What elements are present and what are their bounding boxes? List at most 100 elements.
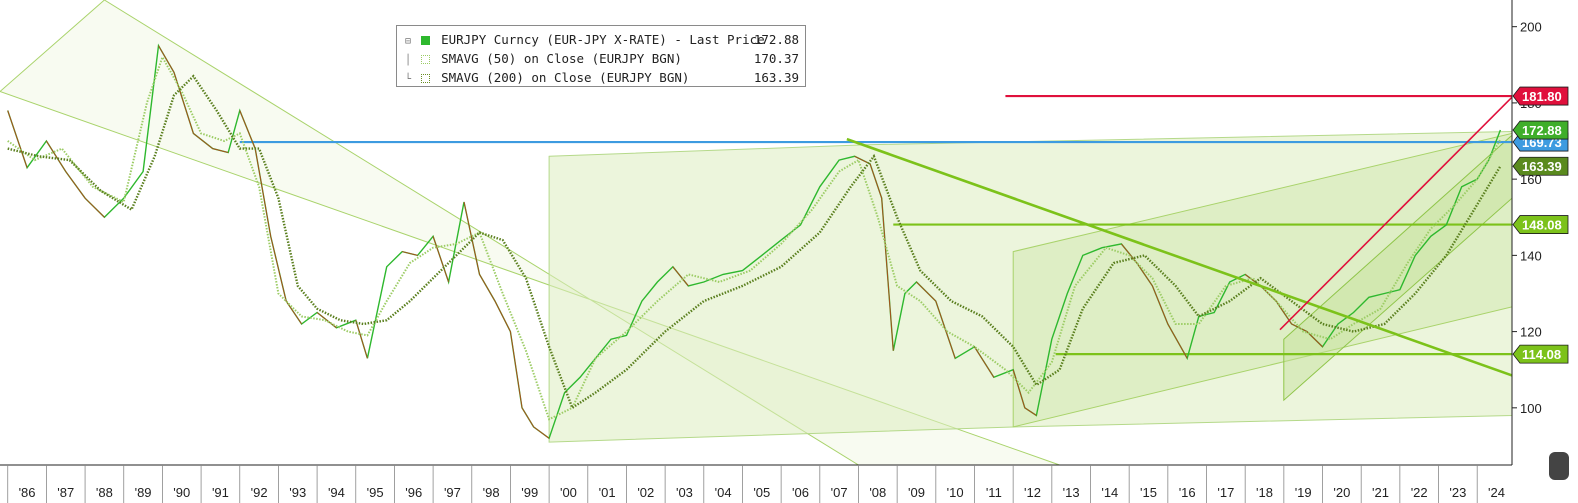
x-tick-label: '12: [1024, 485, 1041, 500]
price-down-segment: [1291, 323, 1308, 333]
price-down-segment: [173, 72, 194, 134]
x-tick-label: '90: [173, 485, 190, 500]
x-tick-label: '94: [328, 485, 345, 500]
x-tick-label: '03: [676, 485, 693, 500]
x-tick-label: '98: [483, 485, 500, 500]
legend-swatch-icon: [420, 74, 430, 83]
x-tick-label: '17: [1217, 485, 1234, 500]
chart-legend: ⊟ EURJPY Curncy (EUR-JPY X-RATE) - Last …: [396, 25, 806, 87]
x-tick-label: '14: [1101, 485, 1118, 500]
legend-item-smavg-50: │ SMAVG (50) on Close (EURJPY BGN) 170.3…: [405, 49, 799, 68]
x-tick-label: '09: [908, 485, 925, 500]
price-tag: 163.39: [1512, 156, 1569, 176]
price-tag: 114.08: [1512, 344, 1569, 364]
y-tick-label: 140: [1520, 248, 1542, 263]
price-tag: 181.80: [1512, 86, 1569, 106]
price-down-segment: [212, 148, 229, 153]
x-tick-label: '16: [1179, 485, 1196, 500]
price-tag-label: 163.39: [1522, 159, 1562, 174]
price-down-segment: [193, 133, 213, 150]
series-lines: [7, 43, 1502, 440]
axes: 100120140160180200'86'87'88'89'90'91'92'…: [0, 0, 1542, 503]
legend-value: 172.88: [753, 32, 799, 47]
price-down-segment: [521, 407, 535, 428]
x-tick-label: '97: [444, 485, 461, 500]
price-down-segment: [1024, 407, 1037, 416]
price-down-segment: [65, 171, 86, 199]
level-lines: [239, 94, 1512, 356]
x-tick-label: '10: [947, 485, 964, 500]
price-down-segment: [158, 45, 175, 73]
x-tick-label: '99: [521, 485, 538, 500]
series-smavg-200: [7, 74, 1502, 410]
price-down-segment: [881, 198, 894, 351]
legend-swatch-icon: [420, 36, 430, 45]
legend-item-smavg-200: └ SMAVG (200) on Close (EURJPY BGN) 163.…: [405, 68, 799, 87]
price-down-segment: [402, 251, 418, 256]
price-tag-label: 172.88: [1522, 123, 1562, 138]
x-tick-label: '20: [1333, 485, 1350, 500]
legend-label: EURJPY Curncy (EUR-JPY X-RATE) - Last Pr…: [441, 32, 765, 47]
price-down-segment: [509, 331, 523, 408]
price-down-segment: [84, 197, 105, 218]
price-tag-box: [1512, 120, 1569, 140]
legend-label: SMAVG (50) on Close (EURJPY BGN): [441, 51, 682, 66]
series-smavg-50: [7, 54, 1502, 421]
trend-line: [1279, 96, 1513, 331]
x-tick-label: '05: [753, 485, 770, 500]
x-tick-label: '19: [1295, 485, 1312, 500]
price-tag-box: [1512, 156, 1569, 176]
price-down-segment: [432, 236, 450, 283]
x-tick-label: '15: [1140, 485, 1157, 500]
x-tick-label: '93: [289, 485, 306, 500]
x-tick-label: '04: [715, 485, 732, 500]
legend-value: 170.37: [753, 51, 799, 66]
price-down-segment: [7, 110, 28, 168]
price-down-segment: [1306, 331, 1323, 348]
legend-label: SMAVG (200) on Close (EURJPY BGN): [441, 70, 690, 85]
price-down-segment: [916, 281, 937, 302]
x-tick-label: '92: [251, 485, 268, 500]
x-tick-label: '23: [1449, 485, 1466, 500]
price-down-segment: [270, 236, 287, 302]
x-tick-label: '13: [1063, 485, 1080, 500]
scroll-handle-icon[interactable]: [1549, 452, 1569, 480]
price-down-segment: [479, 274, 496, 302]
legend-swatch-icon: [420, 55, 430, 64]
price-down-segment: [463, 201, 480, 275]
price-down-segment: [869, 163, 883, 199]
price-down-segment: [672, 266, 689, 287]
y-tick-label: 160: [1520, 172, 1542, 187]
price-tag: 172.88: [1512, 120, 1569, 140]
x-tick-label: '00: [560, 485, 577, 500]
x-tick-label: '22: [1411, 485, 1428, 500]
price-down-segment: [355, 320, 368, 359]
price-down-segment: [494, 300, 511, 332]
price-tag-box: [1512, 215, 1569, 234]
x-tick-label: '07: [831, 485, 848, 500]
trend-lines: [846, 96, 1513, 377]
x-tick-label: '91: [212, 485, 229, 500]
tree-collapse-icon[interactable]: ⊟: [405, 36, 412, 47]
y-tick-label: 100: [1520, 401, 1542, 416]
price-down-segment: [854, 155, 871, 165]
price-tag-box: [1512, 344, 1569, 364]
y-tick-label: 200: [1520, 20, 1542, 35]
price-down-segment: [239, 110, 256, 149]
y-tick-label: 120: [1520, 325, 1542, 340]
x-tick-label: '08: [869, 485, 886, 500]
tree-branch-icon: │: [405, 55, 412, 66]
x-tick-label: '87: [57, 485, 74, 500]
price-tag-label: 181.80: [1522, 89, 1562, 104]
trend-line: [846, 137, 1513, 377]
x-tick-label: '02: [637, 485, 654, 500]
price-down-segment: [45, 140, 67, 172]
price-tag-label: 148.08: [1522, 218, 1562, 233]
x-tick-label: '18: [1256, 485, 1273, 500]
price-tag-label: 114.08: [1522, 347, 1561, 362]
price-tag-box: [1512, 86, 1569, 106]
price-down-segment: [533, 426, 550, 439]
price-down-segment: [254, 148, 272, 237]
price-down-segment: [974, 346, 995, 378]
